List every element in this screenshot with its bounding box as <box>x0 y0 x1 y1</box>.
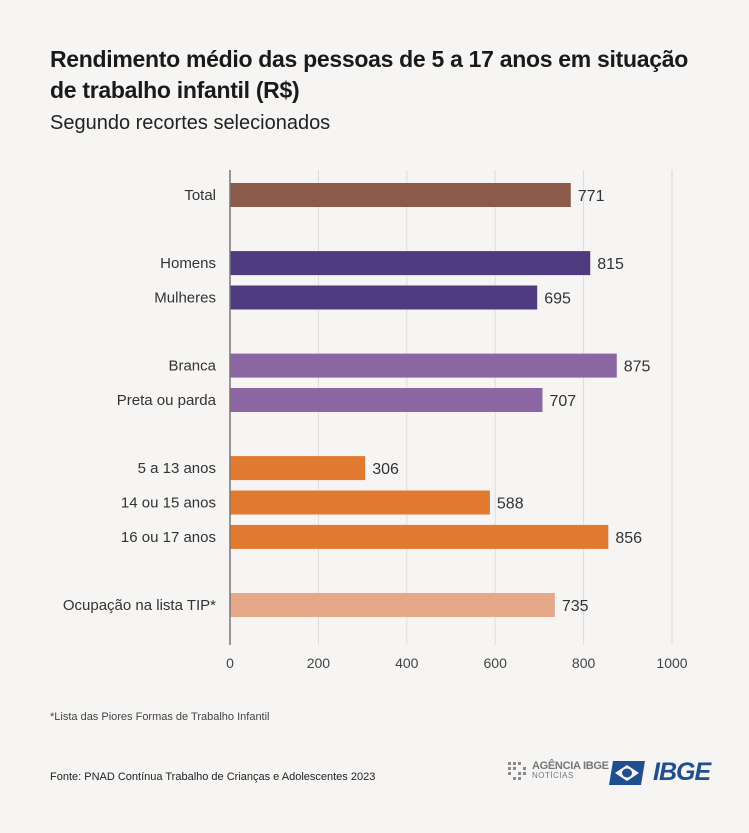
bar <box>230 353 617 378</box>
data-label: 588 <box>497 496 524 513</box>
bar <box>230 490 490 515</box>
bar <box>230 456 366 481</box>
bar <box>230 388 543 412</box>
ibge-flag-icon <box>609 760 645 785</box>
bar <box>230 524 609 549</box>
bar <box>230 251 591 276</box>
data-label: 856 <box>615 530 642 547</box>
data-label: 815 <box>597 256 624 273</box>
footnote: *Lista das Piores Formas de Trabalho Inf… <box>50 711 270 723</box>
ibge-logo: IBGE <box>609 758 711 787</box>
x-tick-label: 800 <box>572 655 596 671</box>
ibge-logo-text: IBGE <box>653 758 711 786</box>
bar <box>230 593 555 617</box>
category-label: Homens <box>160 255 216 272</box>
chart-title: Rendimento médio das pessoas de 5 a 17 a… <box>50 46 688 103</box>
category-label: 5 a 13 anos <box>138 460 216 477</box>
x-tick-label: 600 <box>484 655 508 671</box>
chart-subtitle: Segundo recortes selecionados <box>50 112 331 134</box>
data-label: 735 <box>562 598 589 615</box>
category-label: Branca <box>168 358 216 375</box>
data-label: 707 <box>549 393 576 410</box>
data-label: 306 <box>372 461 399 478</box>
x-tick-label: 200 <box>307 655 331 671</box>
agencia-ibge-logo: AGÊNCIA IBGE NOTÍCIAS <box>506 760 609 782</box>
data-label: 695 <box>544 291 571 308</box>
category-label: Preta ou parda <box>117 392 217 409</box>
agencia-logo-line1: AGÊNCIA IBGE <box>532 760 609 772</box>
source-note: Fonte: PNAD Contínua Trabalho de Criança… <box>50 771 376 783</box>
category-label: Ocupação na lista TIP* <box>63 597 216 614</box>
category-label: Total <box>184 187 216 204</box>
category-label: 14 ou 15 anos <box>121 495 216 512</box>
agencia-logo-icon <box>508 762 526 780</box>
x-tick-label: 1000 <box>656 655 687 671</box>
bar-chart: 0 200 400 600 800 1000 Total 771 Homens 815 Mulher… <box>63 170 688 671</box>
x-tick-label: 0 <box>226 655 234 671</box>
category-label: 16 ou 17 anos <box>121 529 216 546</box>
bar <box>230 183 571 207</box>
agencia-logo-line2: NOTÍCIAS <box>532 771 574 780</box>
data-label: 875 <box>624 359 651 376</box>
bar <box>230 285 538 310</box>
x-tick-label: 400 <box>395 655 419 671</box>
category-label: Mulheres <box>154 290 216 307</box>
data-label: 771 <box>578 188 605 205</box>
